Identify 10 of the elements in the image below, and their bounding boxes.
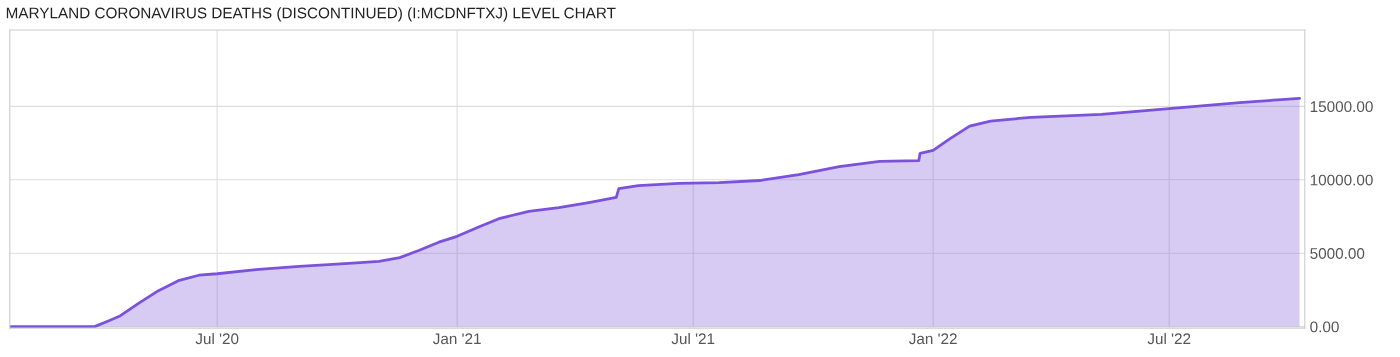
x-tick-label: Jul '22 xyxy=(1147,332,1191,345)
y-tick-label: 5000.00 xyxy=(1310,248,1365,259)
chart-title: MARYLAND CORONAVIRUS DEATHS (DISCONTINUED) (I:MCDNFTXJ) LEVEL CHART xyxy=(6,7,616,22)
x-tick-label: Jul '20 xyxy=(195,332,239,345)
y-tick-label: 15000.00 xyxy=(1310,101,1373,113)
x-tick-label: Jul '21 xyxy=(671,332,715,345)
y-tick-label: 10000.00 xyxy=(1310,174,1373,186)
y-tick-label: 0.00 xyxy=(1310,321,1339,333)
x-tick-label: Jan '21 xyxy=(432,333,481,345)
x-tick-label: Jan '22 xyxy=(908,333,957,345)
